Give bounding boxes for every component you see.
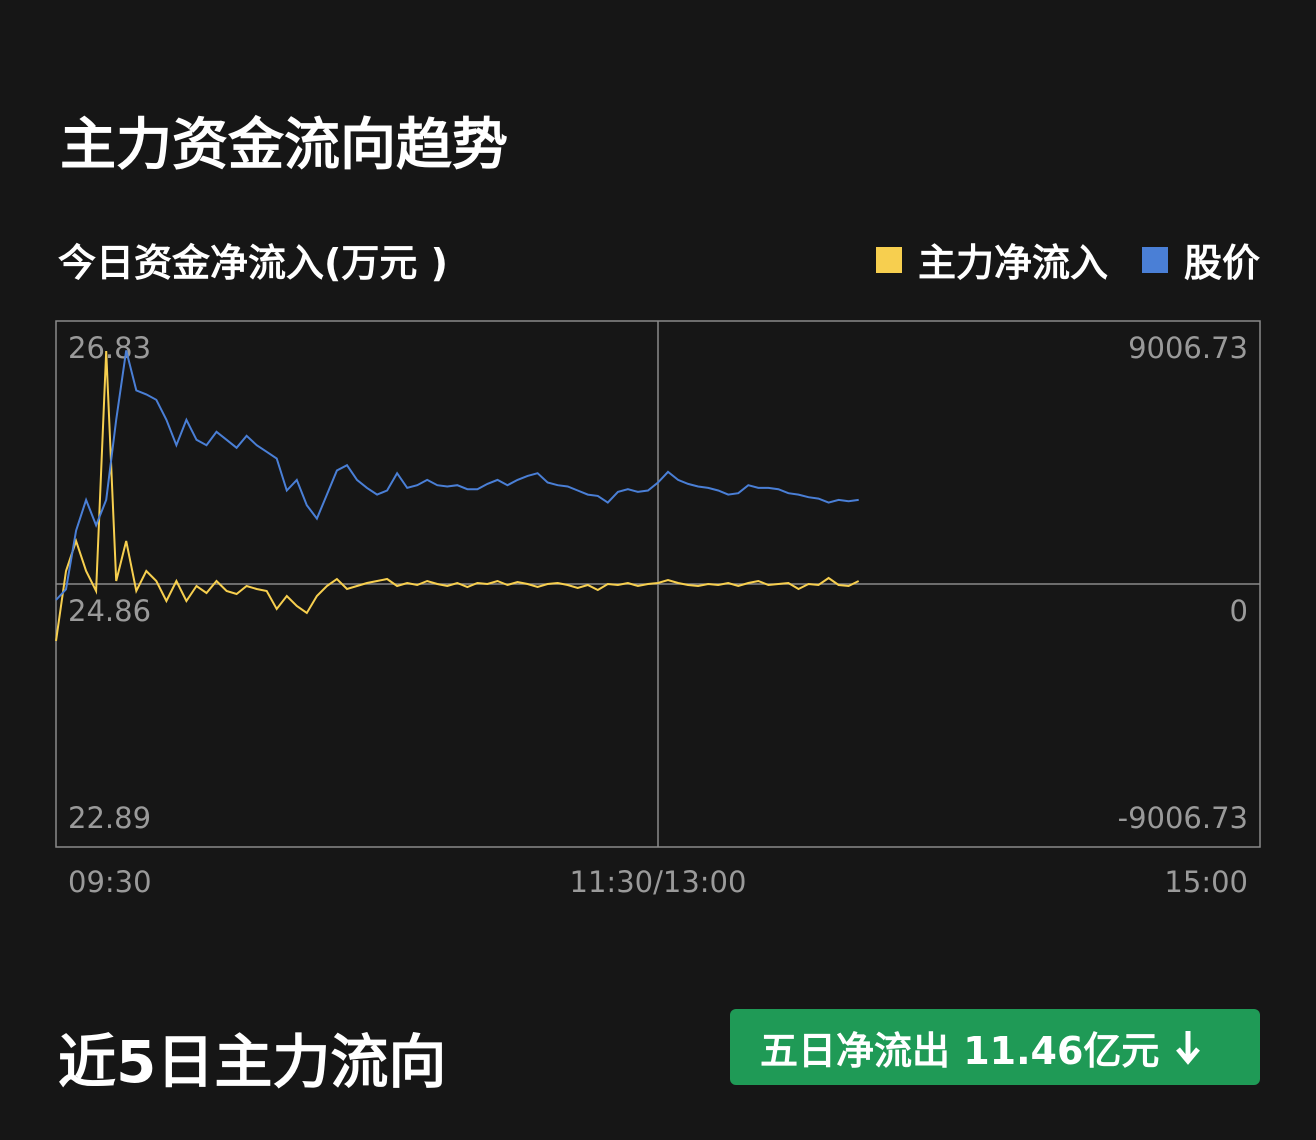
chart-subtitle: 今日资金净流入(万元 ) (58, 241, 448, 285)
series-line (55, 350, 859, 601)
badge-text: 五日净流出 11.46亿元 (760, 1028, 1160, 1073)
chart: 26.83 24.86 22.89 9006.73 0 -9006.73 09:30 11:3… (55, 320, 1261, 899)
legend-label: 主力净流入 (917, 241, 1108, 285)
y-tick-label: 24.86 (68, 594, 151, 628)
legend: 主力净流入 股价 (842, 232, 1260, 287)
x-tick-label: 11:30/13:00 (570, 865, 747, 899)
net-flow-badge[interactable]: 五日净流出 11.46亿元 (730, 1009, 1260, 1085)
x-tick-label: 15:00 (1164, 865, 1248, 899)
legend-swatch (1141, 246, 1168, 273)
x-tick-label: 09:30 (68, 865, 152, 899)
y-tick-label: 22.89 (68, 801, 151, 835)
y2-tick-label: 9006.73 (1128, 331, 1248, 365)
section-title: 主力资金流向趋势 (60, 113, 508, 178)
legend-swatch (875, 246, 902, 273)
series-line (55, 350, 860, 642)
y-tick-label: 26.83 (68, 331, 151, 365)
legend-label: 股价 (1183, 241, 1260, 285)
section-title: 近5日主力流向 (58, 1028, 447, 1096)
y2-tick-label: -9006.73 (1118, 801, 1248, 835)
y2-tick-label: 0 (1230, 594, 1248, 628)
down-arrow (1176, 1031, 1201, 1065)
